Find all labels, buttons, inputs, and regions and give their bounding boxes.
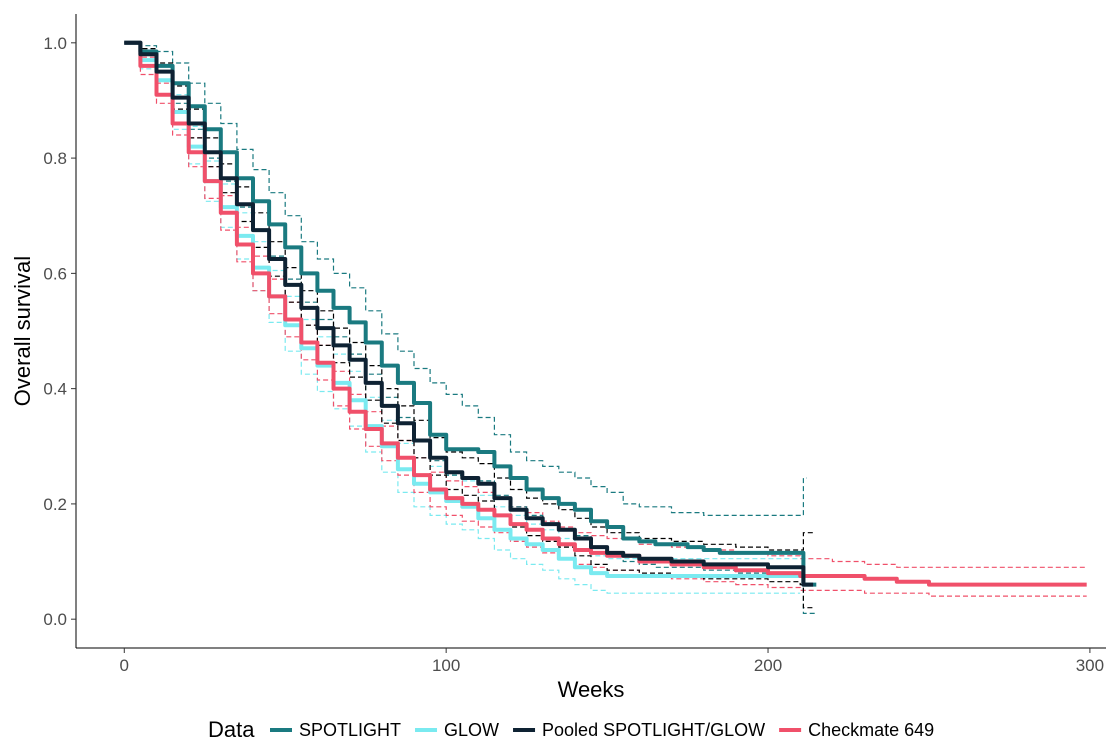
glow-ci-upper	[124, 42, 801, 560]
spotlight-ci-lower	[124, 42, 817, 614]
legend-label-checkmate-649: Checkmate 649	[808, 720, 934, 740]
legend-label-spotlight: SPOTLIGHT	[299, 720, 401, 740]
glow-ci-lower	[124, 42, 801, 594]
legend-label-pooled-spotlight-glow: Pooled SPOTLIGHT/GLOW	[542, 720, 765, 740]
checkmate-649-ci-lower	[124, 42, 1087, 597]
spotlight-line	[124, 40, 817, 587]
legend-title: Data	[208, 717, 255, 742]
glow-line	[124, 40, 801, 578]
checkmate-649-ci-upper	[124, 42, 1087, 568]
x-axis-title: Weeks	[558, 677, 625, 702]
pooled-spotlight-glow-ci-lower	[124, 42, 814, 609]
y-axis-title: Overall survival	[10, 256, 35, 406]
legend: Data SPOTLIGHT GLOW Pooled SPOTLIGHT/GLOW C…	[208, 717, 934, 742]
pooled-spotlight-glow-ci-upper	[124, 42, 814, 551]
legend-label-glow: GLOW	[444, 720, 499, 740]
x-tick-label: 300	[1076, 656, 1104, 675]
x-tick-label: 100	[432, 656, 460, 675]
spotlight-ci-upper	[124, 42, 807, 516]
x-axis-ticks: 0 100 200 300	[120, 648, 1104, 675]
y-axis-ticks: 0.0 0.2 0.4 0.6 0.8 1.0	[43, 34, 76, 629]
x-tick-label: 200	[754, 656, 782, 675]
series-lines	[124, 40, 1087, 587]
checkmate-649-line	[124, 40, 1087, 587]
x-tick-label: 0	[120, 656, 129, 675]
y-tick-label: 0.8	[43, 149, 67, 168]
y-tick-label: 0.6	[43, 264, 67, 283]
y-tick-label: 0.4	[43, 380, 67, 399]
y-tick-label: 1.0	[43, 34, 67, 53]
y-tick-label: 0.0	[43, 610, 67, 629]
y-tick-label: 0.2	[43, 495, 67, 514]
pooled-spotlight-glow-line	[124, 40, 814, 587]
